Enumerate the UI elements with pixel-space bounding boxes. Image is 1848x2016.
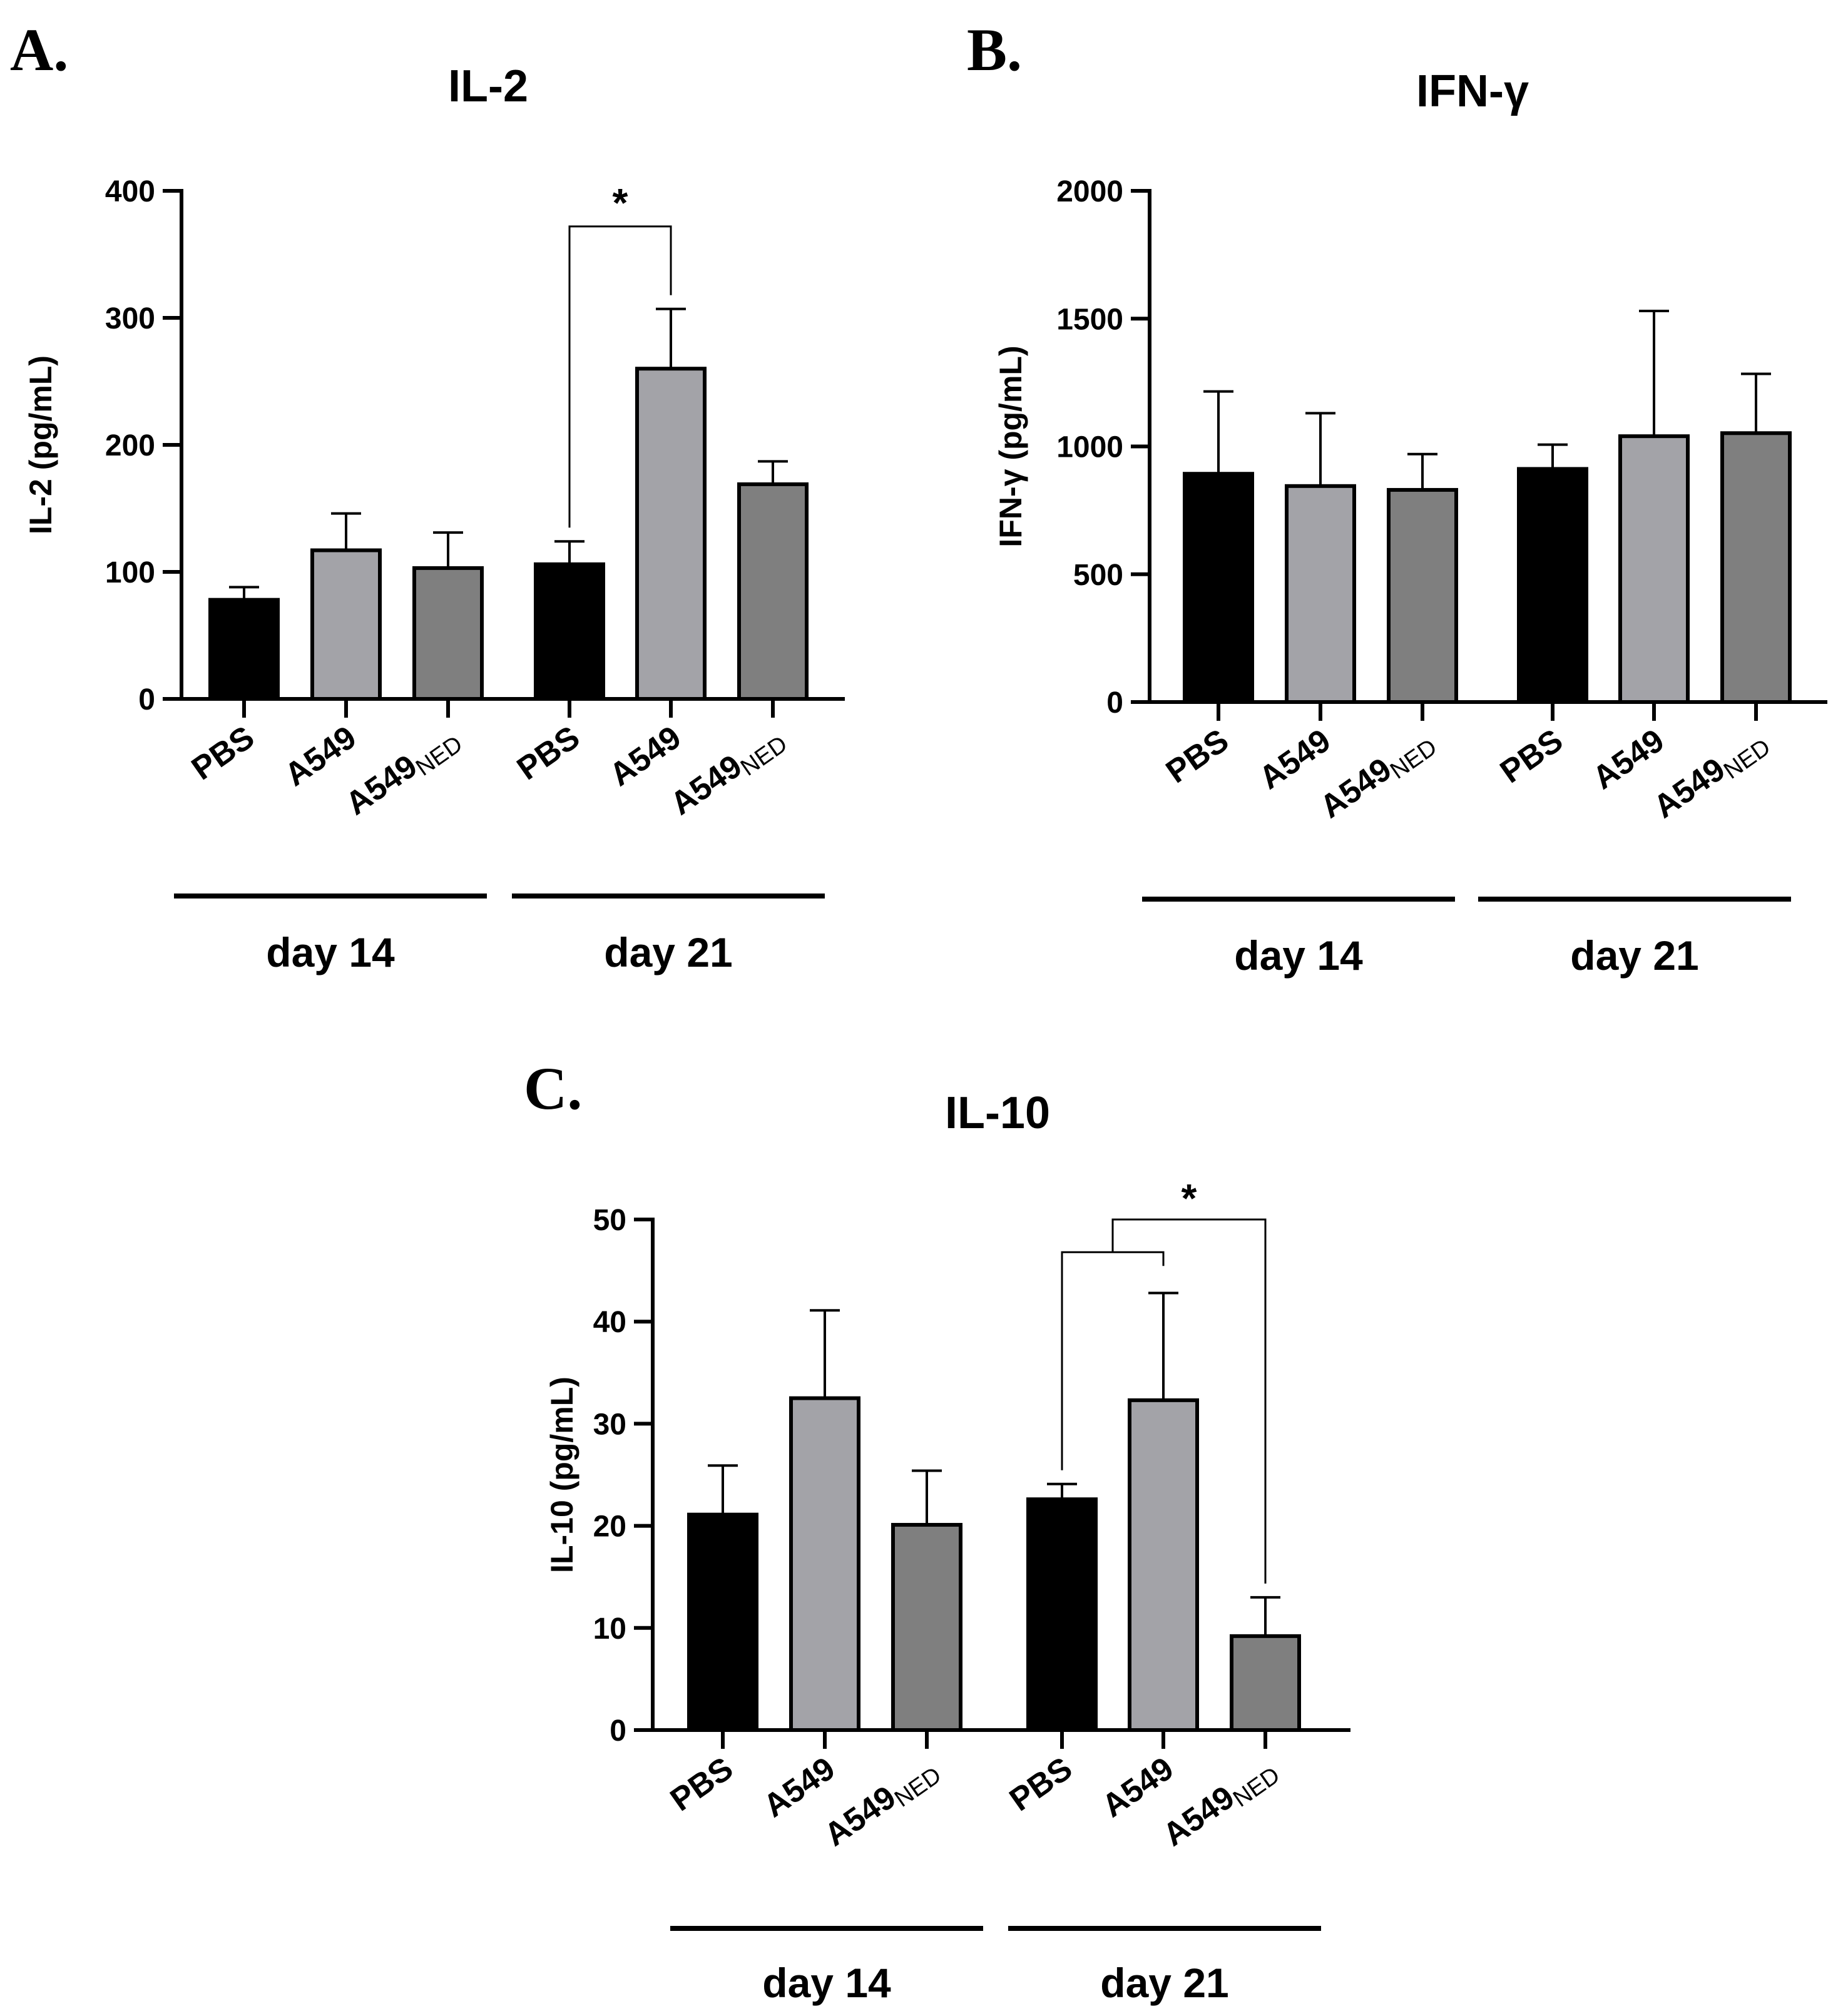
category-label: A549	[1586, 722, 1671, 797]
x-tick-label: A549	[278, 719, 363, 793]
x-tick-label: PBS	[511, 719, 586, 787]
y-tick-label: 20	[593, 1510, 626, 1544]
bar	[1026, 1497, 1098, 1732]
significance-bracket-outer	[1111, 1218, 1267, 1584]
x-tick-label: A549	[757, 1750, 842, 1825]
bar	[1387, 487, 1458, 704]
bar	[1517, 467, 1588, 704]
x-tick-label: A549NED	[339, 719, 467, 826]
chart-title: IL-10	[945, 1088, 1050, 1138]
y-tick-label: 30	[593, 1408, 626, 1441]
chart-title: IFN-γ	[1416, 66, 1529, 116]
bar	[891, 1522, 962, 1733]
panel-letter: A.	[10, 16, 68, 83]
group-label: day 14	[762, 1960, 891, 2006]
y-axis-label: IL-10 (pg/mL)	[544, 1377, 579, 1573]
x-tick-label: PBS	[664, 1750, 740, 1818]
y-tick-label: 1500	[1056, 303, 1123, 336]
y-tick-label: 1000	[1056, 431, 1123, 464]
y-axis-label: IL-2 (pg/mL)	[23, 355, 58, 534]
panel-letter: C.	[524, 1055, 582, 1122]
category-label: A549	[1253, 722, 1337, 797]
chart-title: IL-2	[448, 61, 528, 111]
y-tick-label: 0	[1106, 686, 1123, 720]
x-tick-label: A549NED	[1156, 1750, 1285, 1857]
category-label: PBS	[1003, 1750, 1079, 1818]
bar	[635, 367, 707, 701]
x-tick-label: A549	[1253, 722, 1337, 797]
y-axis-label: IFN-γ (pg/mL)	[993, 345, 1028, 547]
x-tick-label: A549NED	[818, 1750, 946, 1857]
y-tick-label: 2000	[1056, 175, 1123, 208]
bar	[1618, 434, 1690, 704]
bar	[737, 482, 809, 701]
y-tick-label: 100	[105, 556, 155, 589]
x-tick-label: PBS	[185, 719, 261, 787]
bar	[1128, 1398, 1199, 1732]
bar	[310, 548, 382, 701]
category-label: A549	[757, 1750, 842, 1825]
bar	[208, 598, 280, 701]
y-tick-label: 0	[138, 683, 155, 716]
significance-star: *	[613, 180, 628, 225]
x-tick-label: A549	[1096, 1750, 1180, 1825]
group-label: day 14	[266, 929, 395, 975]
x-tick-label: A549	[1586, 722, 1671, 797]
category-label: PBS	[185, 719, 261, 787]
y-tick-label: 50	[593, 1204, 626, 1237]
bar	[789, 1396, 860, 1733]
x-tick-label: A549NED	[1314, 722, 1442, 829]
x-tick-label: A549	[603, 719, 688, 793]
bar	[1720, 431, 1792, 704]
category-label: PBS	[511, 719, 586, 787]
category-label: A549	[278, 719, 363, 793]
x-tick-label: PBS	[1494, 722, 1570, 790]
significance-star: *	[1182, 1176, 1197, 1221]
x-tick-label: A549NED	[1647, 722, 1775, 829]
x-tick-label: PBS	[1160, 722, 1235, 790]
category-label: PBS	[1494, 722, 1570, 790]
panel-letter: B.	[967, 16, 1022, 83]
y-tick-label: 10	[593, 1612, 626, 1646]
category-label: PBS	[1160, 722, 1235, 790]
category-label: A549	[1096, 1750, 1180, 1825]
y-tick-label: 400	[105, 175, 155, 208]
bar	[1183, 472, 1254, 704]
bar	[412, 566, 484, 701]
group-label: day 21	[604, 929, 732, 975]
y-tick-label: 0	[610, 1714, 626, 1748]
y-tick-label: 40	[593, 1306, 626, 1339]
group-label: day 21	[1570, 932, 1698, 979]
bar	[687, 1512, 758, 1732]
bar	[1285, 484, 1356, 704]
bar	[1230, 1634, 1301, 1732]
group-label: day 21	[1100, 1960, 1228, 2006]
y-tick-label: 300	[105, 302, 155, 335]
y-tick-label: 200	[105, 429, 155, 462]
group-label: day 14	[1234, 932, 1363, 979]
significance-bracket	[568, 225, 672, 528]
category-label: A549	[603, 719, 688, 793]
y-tick-label: 500	[1073, 559, 1123, 592]
category-label: PBS	[664, 1750, 740, 1818]
x-tick-label: PBS	[1003, 1750, 1079, 1818]
bar	[534, 562, 605, 701]
x-tick-label: A549NED	[664, 719, 792, 826]
